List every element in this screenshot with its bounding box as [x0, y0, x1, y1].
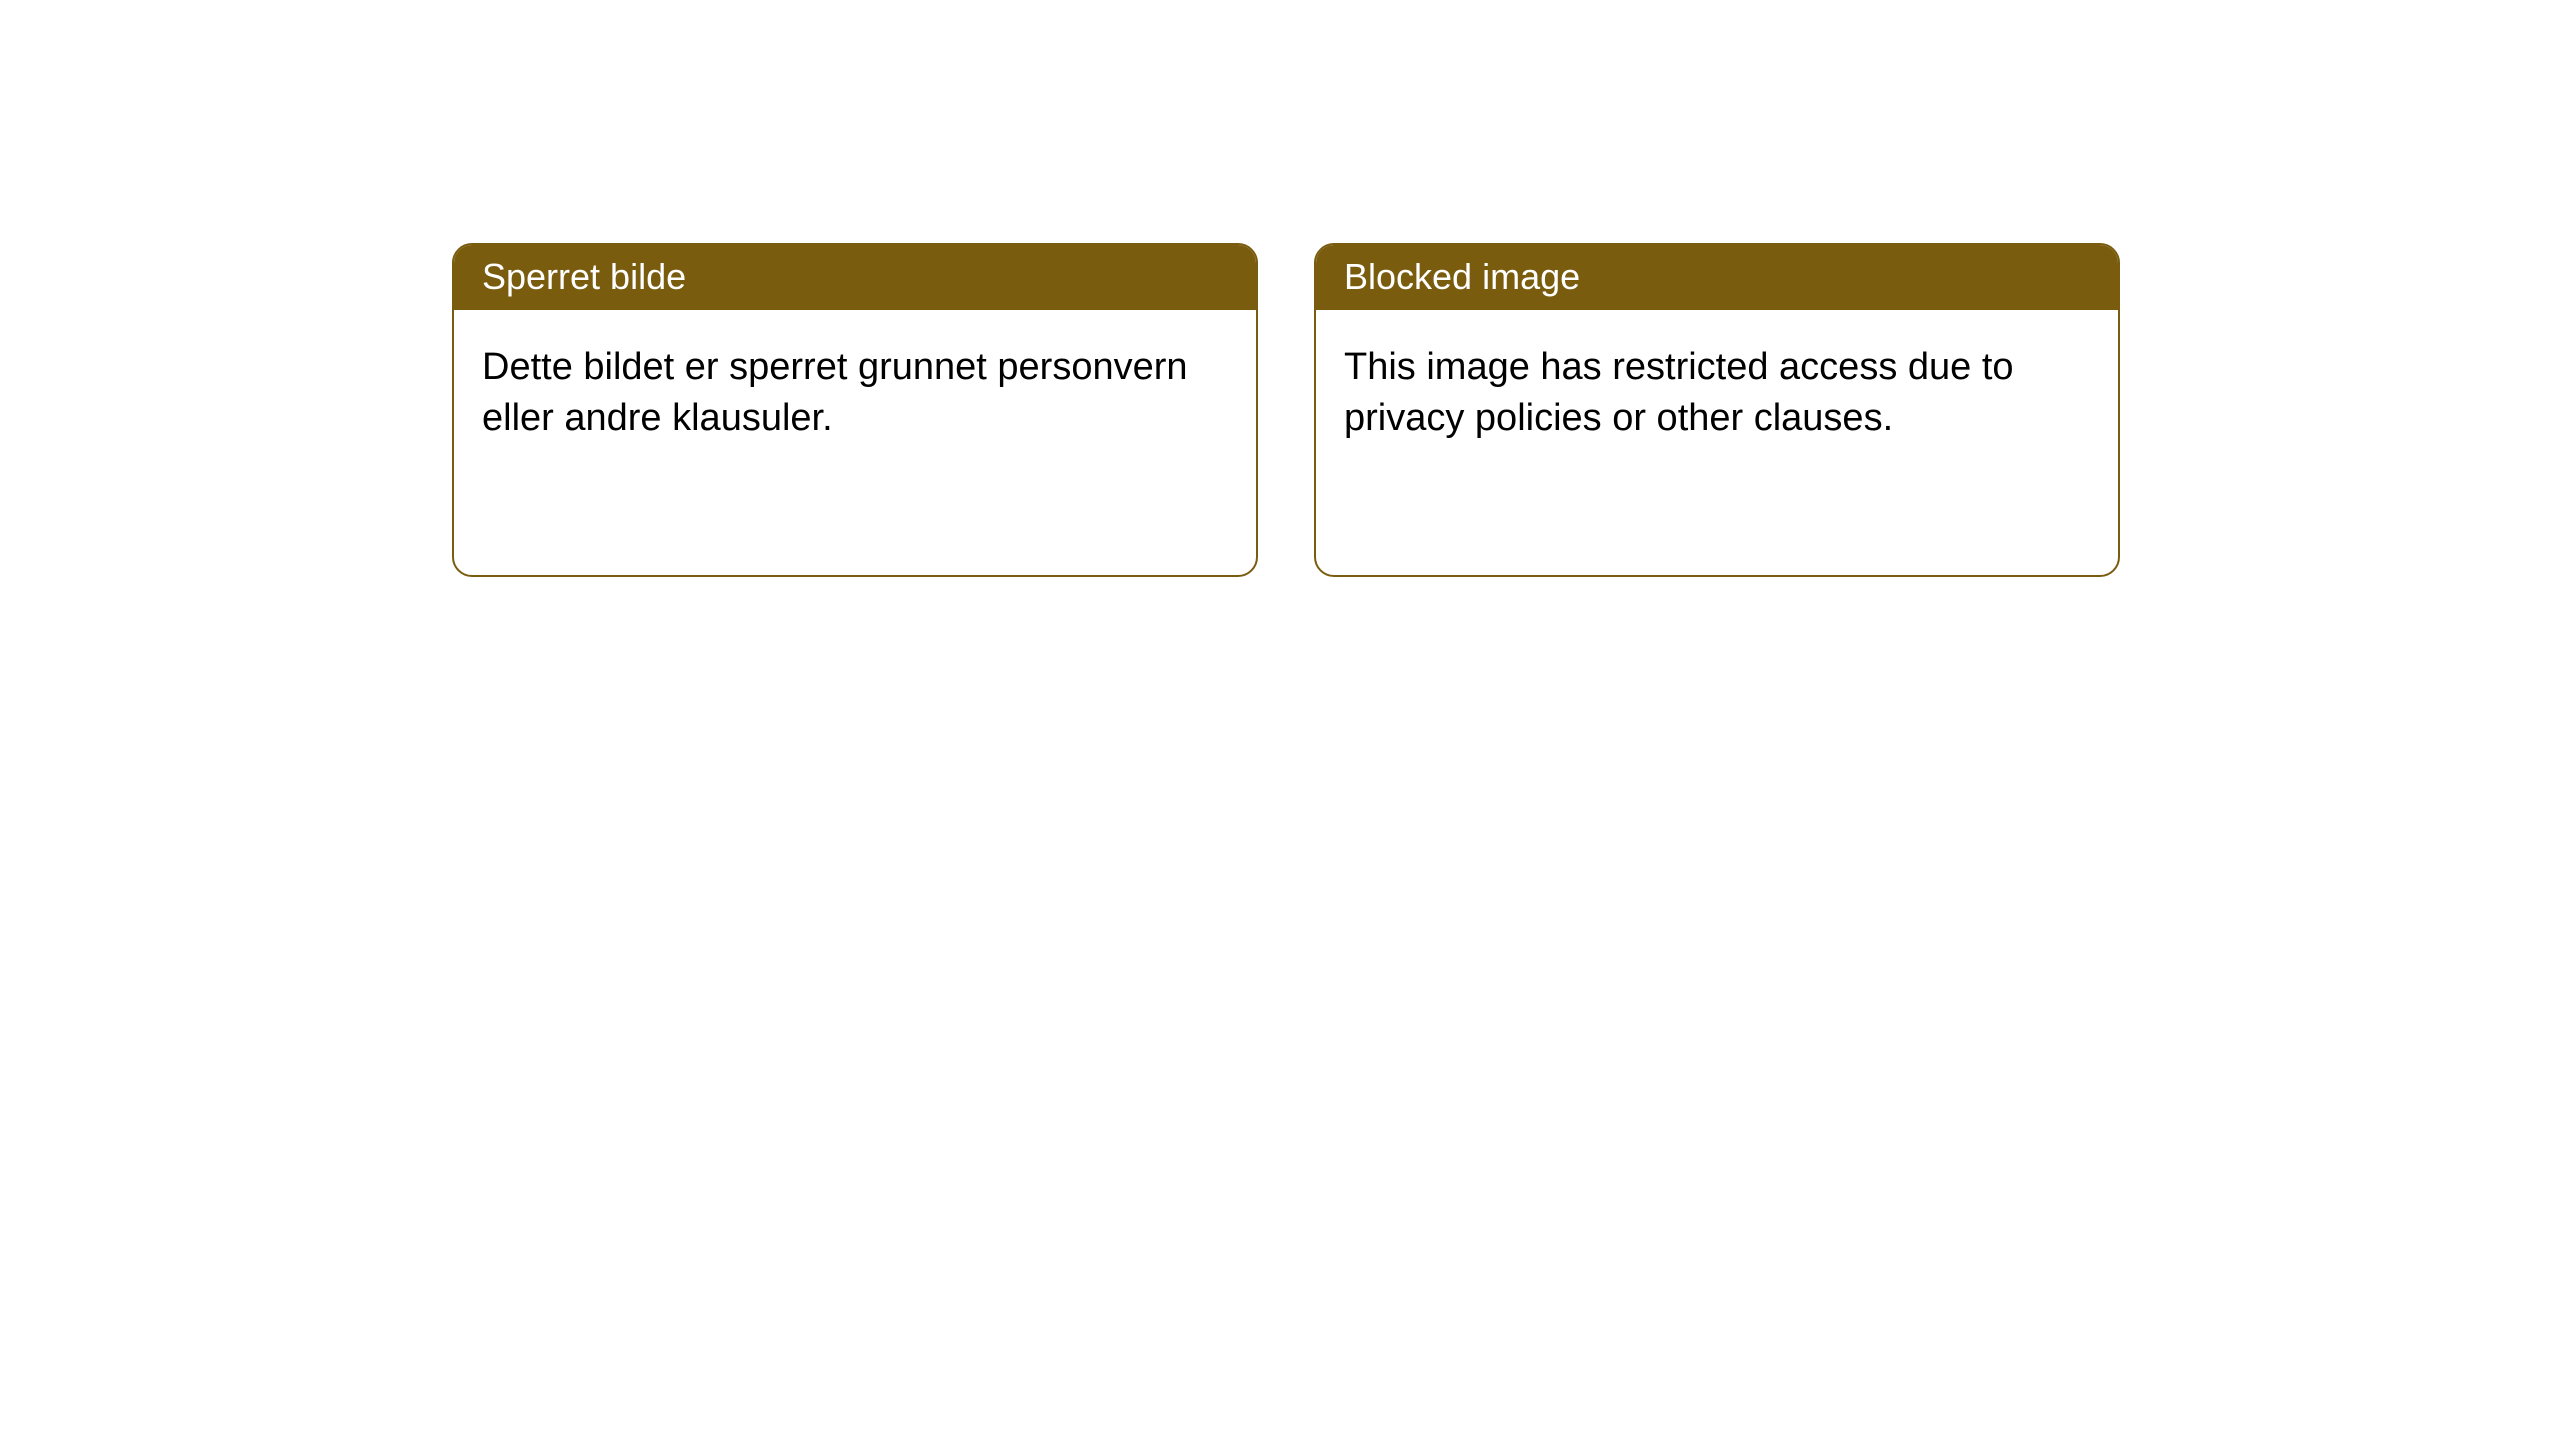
blocked-image-card-no: Sperret bilde Dette bildet er sperret gr…: [452, 243, 1258, 577]
card-body: Dette bildet er sperret grunnet personve…: [454, 310, 1256, 477]
blocked-image-card-en: Blocked image This image has restricted …: [1314, 243, 2120, 577]
card-body: This image has restricted access due to …: [1316, 310, 2118, 477]
card-title: Sperret bilde: [454, 245, 1256, 310]
cards-container: Sperret bilde Dette bildet er sperret gr…: [0, 0, 2560, 577]
card-title: Blocked image: [1316, 245, 2118, 310]
